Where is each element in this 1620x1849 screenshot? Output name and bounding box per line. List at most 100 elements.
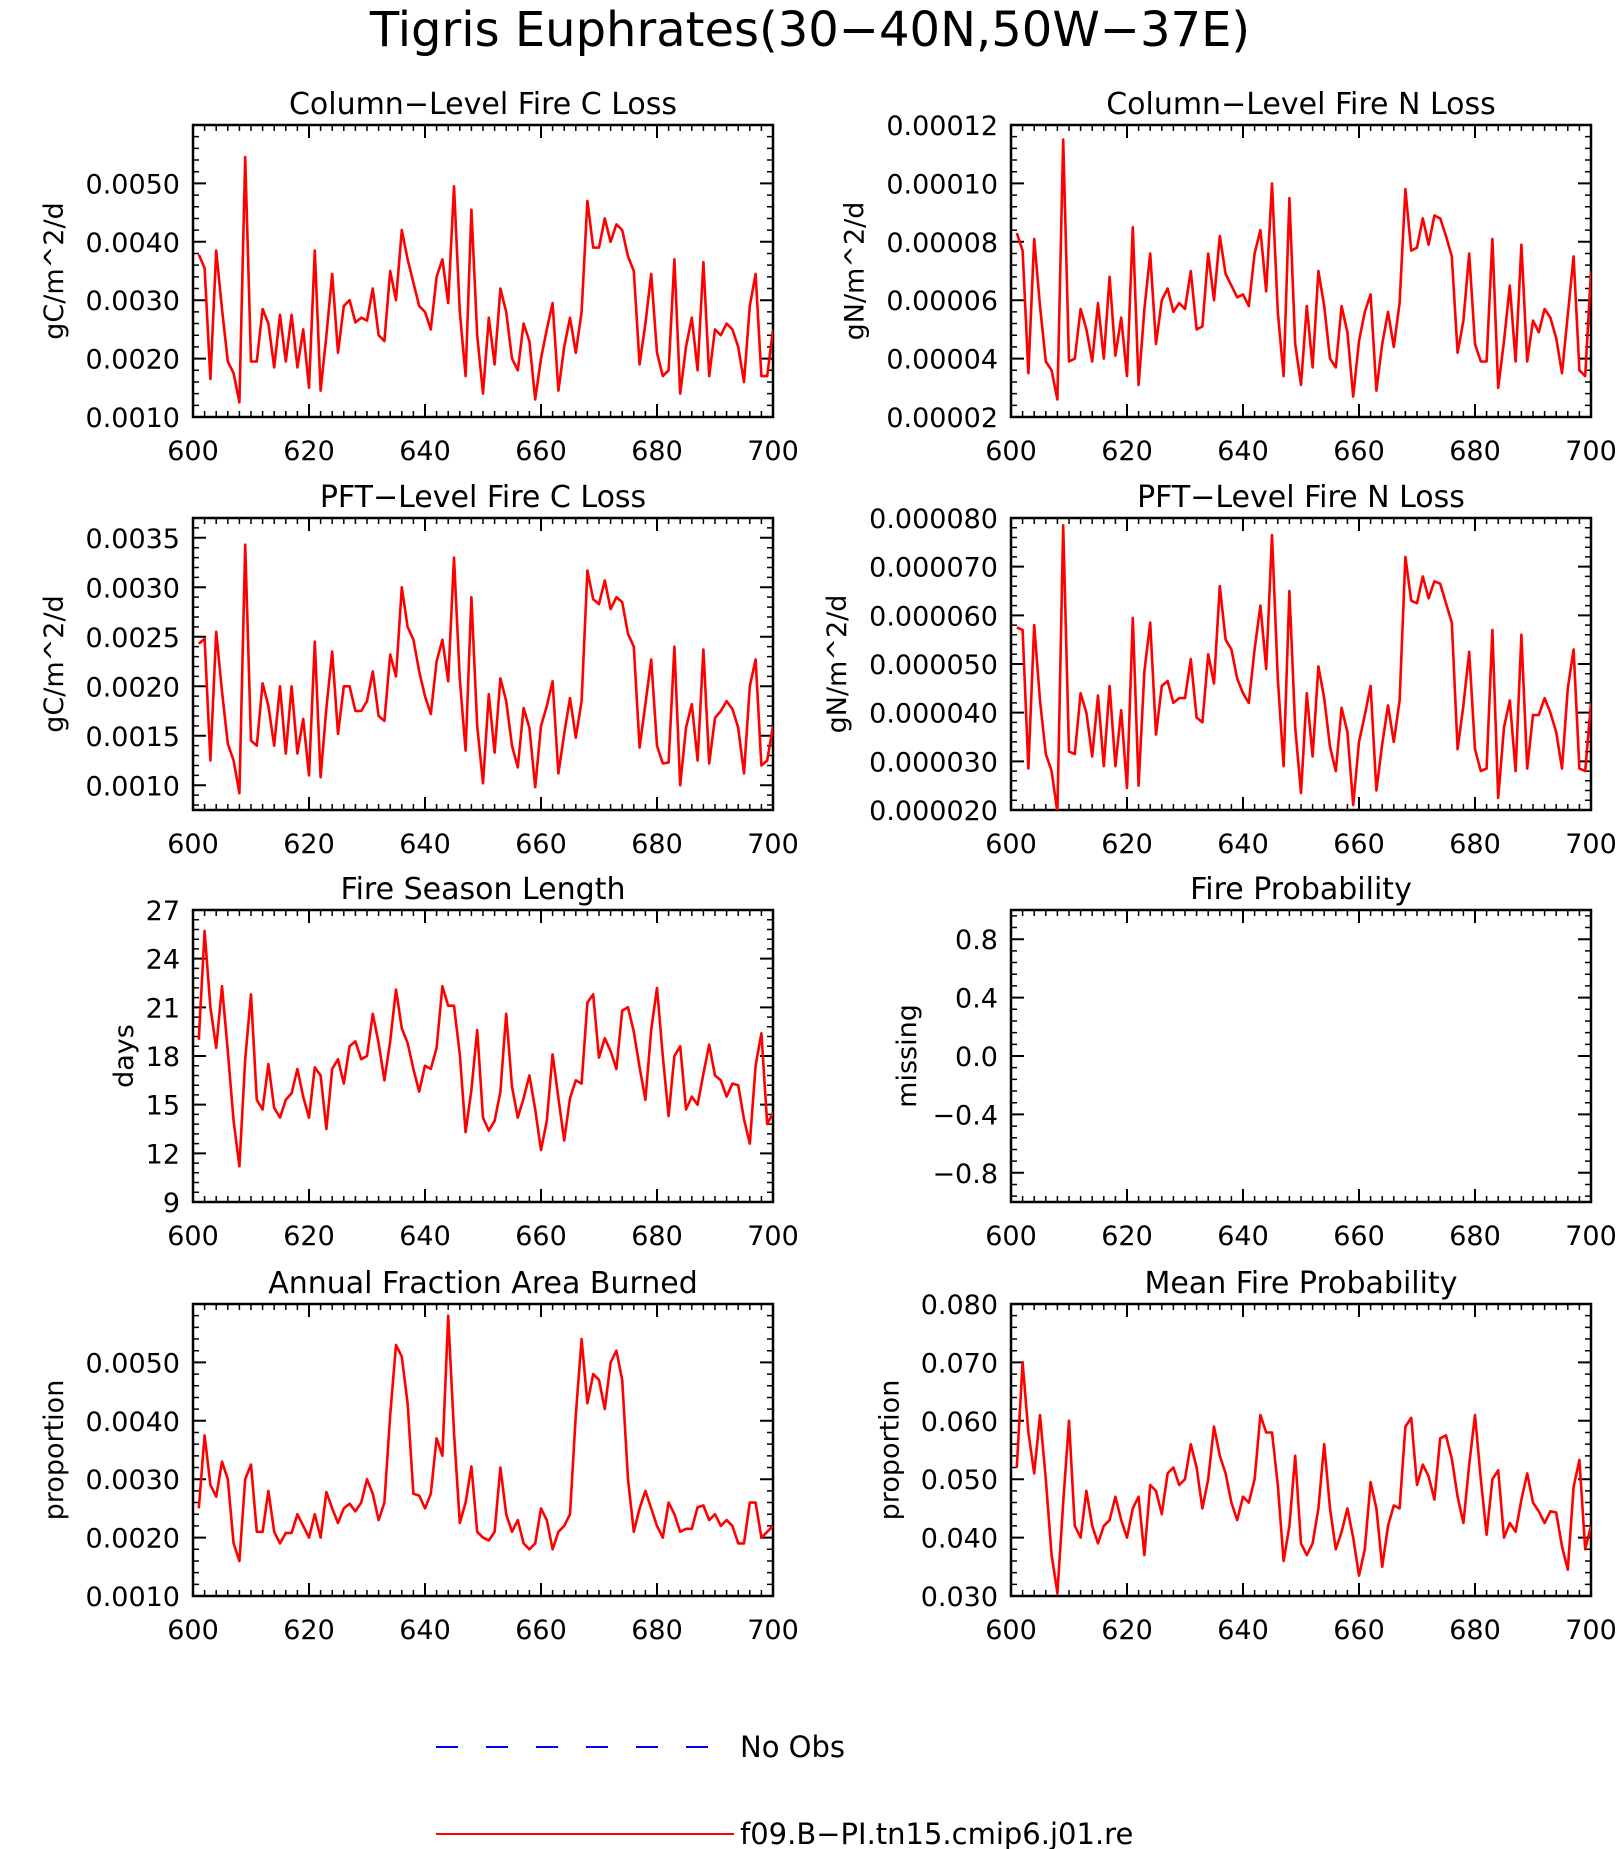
- x-tick-label: 660: [515, 829, 567, 860]
- x-tick-label: 640: [1217, 436, 1269, 467]
- y-axis-label: gN/m^2/d: [822, 595, 853, 734]
- panel-3: 600 620 640 660 680 700 0.0010 0.0015 0.0020 0.00…: [39, 480, 799, 860]
- x-tick-label: 700: [1565, 1221, 1617, 1252]
- panel-title: PFT−Level Fire C Loss: [320, 480, 646, 515]
- panel-title: Column−Level Fire N Loss: [1106, 87, 1496, 122]
- y-tick-label: 0.000030: [869, 747, 998, 778]
- y-tick-label: 9: [163, 1188, 180, 1219]
- plot-frame: [191, 516, 775, 812]
- y-axis-label: gC/m^2/d: [39, 202, 70, 339]
- y-tick-label: 0.0015: [86, 722, 180, 753]
- y-tick-label: 0.0030: [86, 573, 180, 604]
- x-tick-label: 700: [1565, 436, 1617, 467]
- x-tick-label: 600: [167, 436, 219, 467]
- x-tick-label: 680: [1449, 1221, 1501, 1252]
- y-tick-label: 0.070: [921, 1348, 998, 1379]
- panel-6: 600 620 640 660 680 700 −0.8 −0.4 0.0 0.4 0.8 Fire …: [892, 872, 1617, 1252]
- y-tick-label: 0.4: [955, 984, 998, 1015]
- y-tick-label: 0.000040: [869, 699, 998, 730]
- x-tick-label: 680: [631, 1221, 683, 1252]
- y-tick-label: 0.000060: [869, 601, 998, 632]
- x-tick-label: 600: [985, 1221, 1037, 1252]
- y-tick-label: 0.0050: [86, 169, 180, 200]
- x-tick-label: 620: [1101, 1615, 1153, 1646]
- x-tick-label: 680: [631, 1615, 683, 1646]
- series-line-1: [197, 1314, 773, 1563]
- x-tick-label: 660: [515, 1221, 567, 1252]
- x-tick-label: 680: [631, 829, 683, 860]
- x-tick-label: 700: [747, 1615, 799, 1646]
- y-tick-label: 0.0035: [86, 524, 180, 555]
- y-tick-label: 0.00004: [886, 345, 998, 376]
- x-tick-label: 680: [631, 436, 683, 467]
- y-tick-label: 18: [146, 1042, 180, 1073]
- x-tick-label: 660: [1333, 1615, 1385, 1646]
- x-tick-label: 620: [1101, 436, 1153, 467]
- y-axis-label: proportion: [875, 1380, 906, 1521]
- x-tick-label: 640: [399, 829, 451, 860]
- x-tick-label: 640: [1217, 829, 1269, 860]
- y-tick-label: 0.060: [921, 1407, 998, 1438]
- y-tick-label: 24: [146, 945, 180, 976]
- plot-frame: [1009, 908, 1593, 1204]
- series-line-1: [1016, 523, 1591, 810]
- x-tick-label: 600: [167, 1615, 219, 1646]
- series-line-1: [197, 155, 773, 404]
- y-tick-label: 0.0: [955, 1042, 998, 1073]
- y-tick-label: 12: [146, 1139, 180, 1170]
- series-line-1: [1015, 1361, 1591, 1595]
- y-tick-label: 0.0010: [86, 403, 180, 434]
- plot-frame: [191, 123, 775, 419]
- y-tick-label: −0.4: [932, 1100, 998, 1131]
- x-tick-label: 620: [283, 1221, 335, 1252]
- y-axis-label: gN/m^2/d: [840, 202, 871, 341]
- x-tick-label: 640: [399, 1615, 451, 1646]
- panels: 600 620 640 660 680 7000.00100.00200.00300.00…: [39, 87, 1617, 1646]
- legend-model-label: f09.B−PI.tn15.cmip6.j01.re: [740, 1817, 1133, 1849]
- x-tick-label: 600: [985, 829, 1037, 860]
- x-tick-label: 680: [1449, 436, 1501, 467]
- x-tick-label: 700: [1565, 1615, 1617, 1646]
- y-tick-label: 0.00012: [886, 111, 998, 142]
- y-tick-label: 15: [146, 1091, 180, 1122]
- y-tick-label: 0.030: [921, 1582, 998, 1613]
- x-tick-label: 660: [515, 1615, 567, 1646]
- y-tick-label: 0.00010: [886, 169, 998, 200]
- x-tick-label: 620: [283, 829, 335, 860]
- x-tick-label: 640: [399, 1221, 451, 1252]
- panel-title: Annual Fraction Area Burned: [268, 1266, 698, 1301]
- x-tick-label: 660: [1333, 829, 1385, 860]
- plot-frame: [1009, 516, 1593, 812]
- x-tick-label: 600: [167, 1221, 219, 1252]
- y-tick-label: 0.0010: [86, 1582, 180, 1613]
- x-tick-label: 620: [283, 436, 335, 467]
- y-tick-label: 0.8: [955, 925, 998, 956]
- x-tick-label: 600: [167, 829, 219, 860]
- legend: No Obs f09.B−PI.tn15.cmip6.j01.re: [436, 1730, 1133, 1849]
- y-tick-label: 0.0050: [86, 1348, 180, 1379]
- y-tick-label: 27: [146, 896, 180, 927]
- plot-frame: [191, 908, 775, 1204]
- panel-8: 600 620 640 660 680 700 0.030 0.040 0.050 0.060 0.…: [875, 1266, 1617, 1646]
- x-tick-label: 700: [747, 436, 799, 467]
- panel-4: 600 620 640 660 680 700 0.000020 0.000030 0.0000…: [822, 480, 1617, 860]
- plot-frame: [1009, 1302, 1593, 1598]
- y-tick-label: 0.000020: [869, 796, 998, 827]
- y-tick-label: 0.040: [921, 1524, 998, 1555]
- y-tick-label: 0.0030: [86, 1465, 180, 1496]
- y-tick-label: 21: [146, 993, 180, 1024]
- x-tick-label: 640: [1217, 1615, 1269, 1646]
- y-tick-label: 0.000080: [869, 504, 998, 535]
- x-tick-label: 620: [1101, 1221, 1153, 1252]
- panel-title: Column−Level Fire C Loss: [289, 87, 677, 122]
- series-line-1: [197, 543, 773, 795]
- x-tick-label: 620: [283, 1615, 335, 1646]
- panel-title: Fire Probability: [1190, 872, 1412, 907]
- legend-no-obs-label: No Obs: [740, 1730, 845, 1764]
- figure-title: Tigris Euphrates(30−40N,50W−37E): [369, 2, 1250, 58]
- y-tick-label: 0.0025: [86, 623, 180, 654]
- y-tick-label: 0.080: [921, 1290, 998, 1321]
- x-tick-label: 680: [1449, 1615, 1501, 1646]
